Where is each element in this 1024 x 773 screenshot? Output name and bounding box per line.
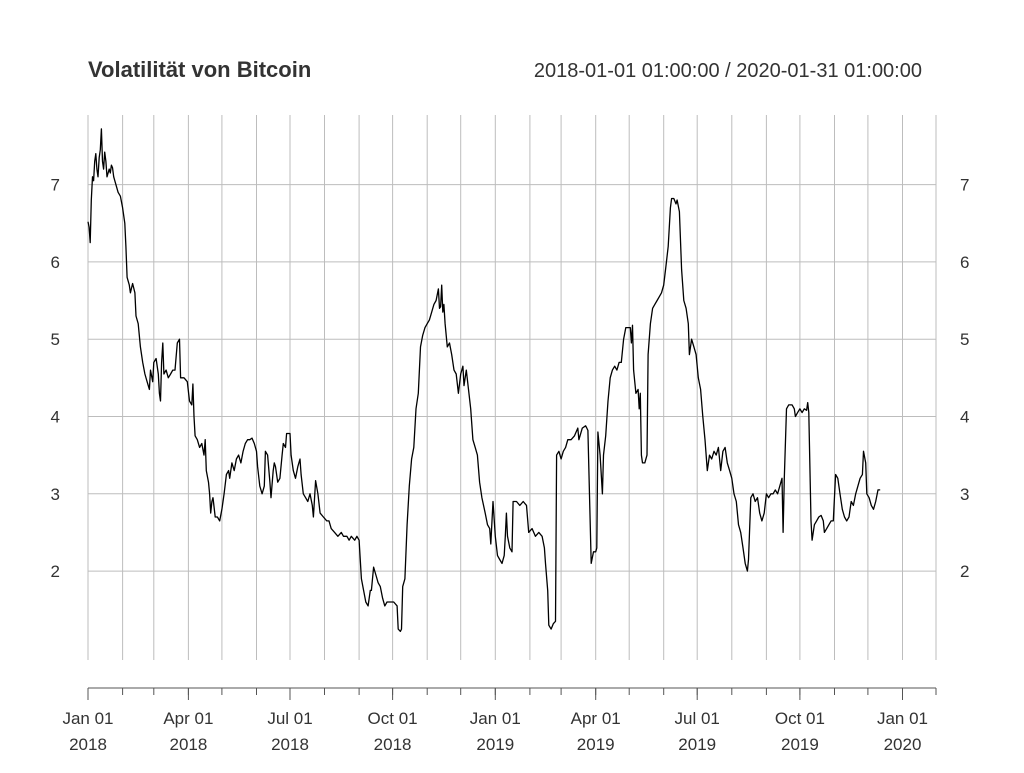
y-tick-label-left: 2	[51, 562, 60, 581]
x-tick-label-month: Jul 01	[675, 709, 720, 728]
axis-layer: 2 2 3 3 4 4 5 5 6 6 7 7 Jan 01 2018 Apr 01 2018 Jul 01 20…	[51, 176, 970, 754]
x-tick-label-year: 2019	[678, 735, 716, 754]
x-tick-label-year: 2018	[169, 735, 207, 754]
x-tick-label-year: 2019	[781, 735, 819, 754]
x-tick-label-year: 2018	[271, 735, 309, 754]
x-tick-label-year: 2018	[374, 735, 412, 754]
y-tick-label-left: 3	[51, 485, 60, 504]
chart-title: Volatilität von Bitcoin	[88, 57, 311, 82]
x-tick-label-month: Jan 01	[877, 709, 928, 728]
x-tick-label-year: 2019	[476, 735, 514, 754]
date-range-label: 2018-01-01 01:00:00 / 2020-01-31 01:00:0…	[534, 60, 922, 82]
y-tick-label-right: 6	[960, 253, 969, 272]
x-tick-label-month: Oct 01	[775, 709, 825, 728]
volatility-series-line-0	[87, 128, 881, 633]
x-tick-label-month: Jul 01	[267, 709, 312, 728]
y-tick-label-right: 3	[960, 485, 969, 504]
x-tick-label-year: 2018	[69, 735, 107, 754]
x-tick-label-month: Apr 01	[163, 709, 213, 728]
x-tick-label-month: Apr 01	[571, 709, 621, 728]
series-layer	[87, 128, 881, 633]
y-tick-label-left: 7	[51, 176, 60, 195]
x-tick-label-year: 2019	[577, 735, 615, 754]
y-tick-label-left: 4	[51, 408, 60, 427]
x-tick-label-year: 2020	[884, 735, 922, 754]
y-tick-label-right: 5	[960, 330, 969, 349]
y-tick-label-right: 2	[960, 562, 969, 581]
x-tick-label-month: Jan 01	[62, 709, 113, 728]
y-tick-label-right: 4	[960, 408, 969, 427]
x-tick-label-month: Jan 01	[470, 709, 521, 728]
y-tick-label-left: 6	[51, 253, 60, 272]
y-tick-label-right: 7	[960, 176, 969, 195]
grid-layer	[87, 115, 937, 660]
x-tick-label-month: Oct 01	[368, 709, 418, 728]
y-tick-label-left: 5	[51, 330, 60, 349]
